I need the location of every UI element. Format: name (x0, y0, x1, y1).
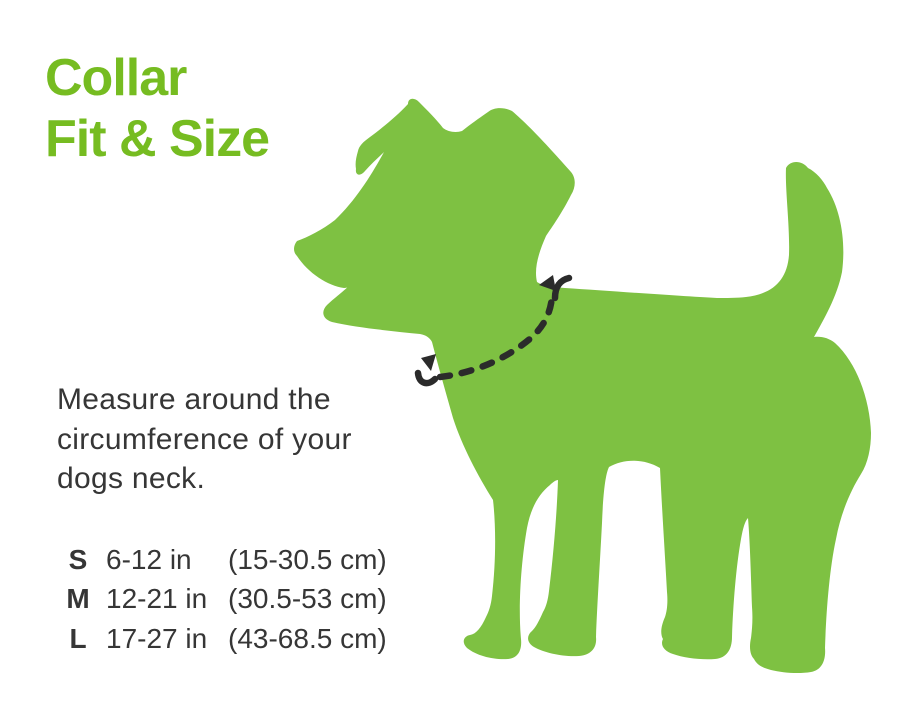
size-centimeters: (43-68.5 cm) (228, 622, 387, 654)
size-row-small: S 6-12 in (15-30.5 cm) (60, 540, 387, 580)
measure-arrow-right-icon (539, 275, 556, 291)
size-letter: S (68, 543, 88, 575)
measure-line-right-curl-icon (551, 274, 573, 302)
size-table: S 6-12 in (15-30.5 cm) M 12-21 in (30.5-… (60, 540, 387, 659)
measure-arrow-left-icon (421, 354, 436, 371)
size-inches: 17-27 in (106, 622, 208, 654)
size-letter: M (66, 583, 90, 615)
size-letter: L (69, 622, 87, 654)
dog-silhouette-icon (294, 98, 871, 674)
measuring-instruction: Measure around the circumference of your… (57, 383, 352, 495)
size-row-medium: M 12-21 in (30.5-53 cm) (60, 580, 387, 620)
measure-line-left-curl-icon (414, 369, 439, 387)
size-row-large: L 17-27 in (43-68.5 cm) (60, 619, 387, 659)
size-centimeters: (15-30.5 cm) (228, 543, 387, 575)
size-inches: 12-21 in (106, 583, 208, 615)
page-title: Collar Fit & Size (45, 49, 270, 168)
dashed-collar-measure-line-icon (436, 292, 556, 381)
dog-illustration (294, 98, 871, 674)
size-centimeters: (30.5-53 cm) (228, 583, 387, 615)
size-inches: 6-12 in (106, 543, 192, 575)
